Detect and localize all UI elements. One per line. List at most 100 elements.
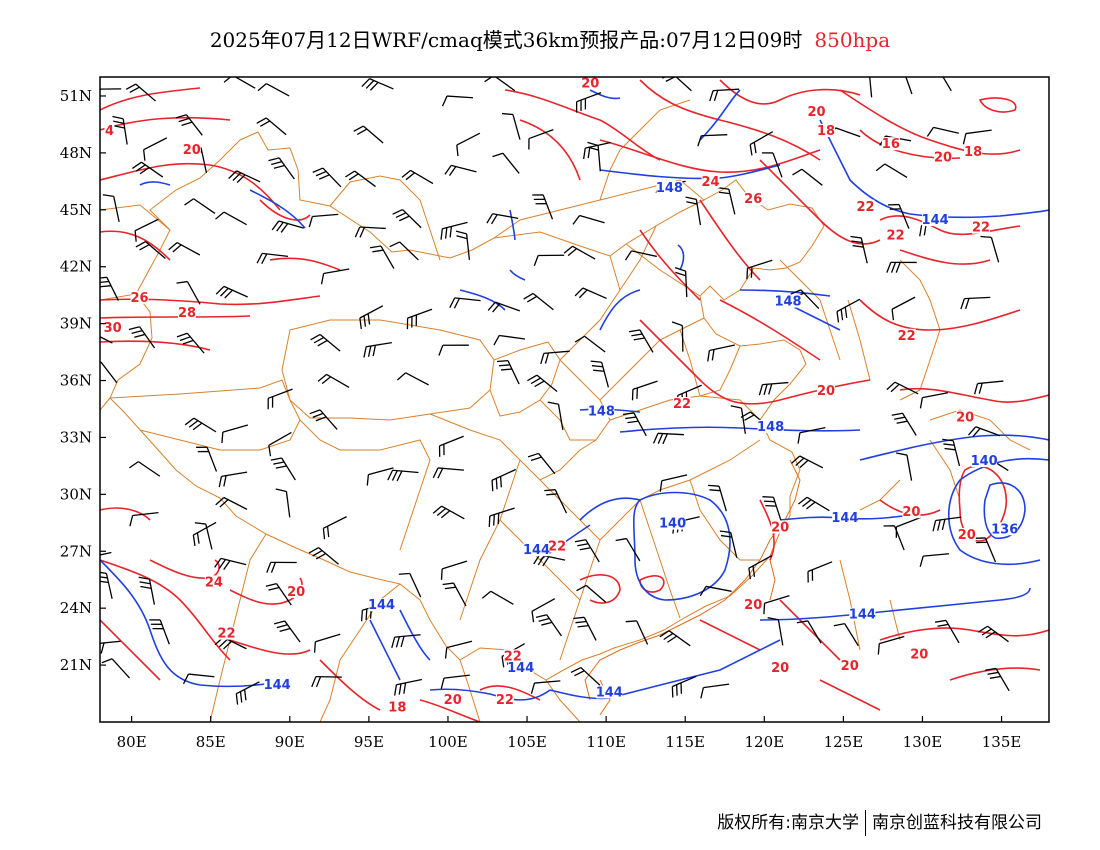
wind-barb (257, 83, 290, 97)
wind-barb (659, 630, 691, 647)
wind-barb (310, 333, 341, 352)
wind-barb (934, 619, 960, 644)
contour-label-bg (177, 306, 196, 320)
wind-barb (134, 218, 159, 242)
wind-barb (102, 194, 120, 222)
wind-barb (896, 452, 913, 481)
wind-barb (196, 446, 218, 472)
wind-barb (501, 112, 521, 140)
contour-label: 22 (856, 200, 874, 215)
wind-barb (932, 516, 962, 532)
contour-label: 144 (849, 608, 876, 623)
wind-barb (309, 409, 338, 430)
y-tick-label: 51N (60, 87, 92, 105)
wind-barb (131, 161, 164, 178)
wind-barb (135, 241, 166, 259)
wind-barb (730, 405, 746, 434)
x-tick-label: 90E (275, 733, 305, 751)
wind-barb (100, 361, 118, 384)
wind-barb (973, 380, 1004, 395)
wind-barb (572, 214, 605, 225)
wind-barb (590, 360, 610, 388)
wind-barb (369, 245, 395, 269)
wind-barb (493, 334, 526, 346)
contour-label-bg (204, 575, 223, 589)
contour-label-bg (856, 199, 875, 213)
wind-barb (527, 452, 556, 475)
wind-barb (492, 152, 520, 174)
wind-barb (883, 525, 905, 551)
wind-barb (100, 640, 121, 654)
wind-barb (366, 467, 394, 486)
wind-barb (533, 254, 565, 267)
wind-barb (540, 350, 570, 365)
wind-barb (523, 292, 554, 311)
footer-separator (865, 810, 866, 836)
contour-label-bg (849, 607, 876, 621)
wind-barb (317, 373, 350, 389)
wind-barb (256, 117, 287, 136)
contour-label: 136 (991, 522, 1018, 537)
contour-label-bg (264, 677, 291, 691)
wind-barb (444, 164, 477, 176)
wind-barb (797, 427, 826, 444)
contour-label-bg (744, 192, 763, 206)
wind-barb (544, 489, 568, 514)
wind-barb (748, 555, 773, 580)
y-tick-label: 24N (60, 599, 92, 617)
wind-barb (980, 235, 1000, 263)
y-tick-label: 39N (60, 315, 92, 333)
wind-barb (659, 474, 688, 492)
wind-barb (532, 194, 554, 220)
wind-barb (985, 667, 1010, 692)
contour-label: 144 (831, 511, 858, 526)
title-main: 2025年07月12日WRF/cmaq模式36km预报产品:07月12日09时 (209, 28, 803, 52)
wind-barb (574, 335, 606, 353)
wind-barb (496, 359, 520, 385)
contour-label-bg (182, 142, 201, 156)
wind-barb (353, 125, 384, 144)
wind-barbs (100, 77, 1010, 705)
contour-label-bg (964, 144, 983, 158)
contour-label: 20 (807, 105, 825, 120)
wind-barb (926, 126, 959, 137)
contour-label: 144 (922, 213, 949, 228)
wind-barb (100, 336, 113, 344)
wind-barb (308, 213, 339, 228)
contour-label: 20 (771, 661, 789, 676)
contour-label: 20 (910, 648, 928, 663)
wind-barb (176, 280, 201, 305)
wind-barb (685, 196, 702, 226)
wind-barb (484, 77, 516, 92)
wind-barb (440, 674, 470, 689)
wind-barb (575, 91, 602, 113)
wind-barb (836, 298, 861, 323)
wind-barb (488, 507, 515, 528)
province-borders (109, 225, 761, 661)
contour-label-bg (881, 137, 900, 151)
wind-barb (125, 83, 156, 102)
contour-label-bg (957, 527, 976, 541)
contour-label: 18 (817, 124, 835, 139)
y-tick-label: 21N (60, 656, 92, 674)
wind-barb (398, 572, 422, 598)
wind-barb (266, 561, 297, 573)
wind-barb (792, 168, 823, 186)
contour-label-bg (971, 454, 998, 467)
wind-barb (194, 522, 213, 550)
contour-label: 18 (388, 701, 406, 716)
footer-company: 南京创蓝科技有限公司 (872, 813, 1042, 833)
wind-barb (138, 576, 156, 605)
y-tick-label: 45N (60, 201, 92, 219)
wind-barb (128, 461, 161, 477)
wind-barb (228, 170, 261, 183)
contour-label: 140 (659, 517, 686, 532)
wind-barb (149, 619, 170, 645)
wind-barb (761, 152, 783, 178)
contour-label-bg (130, 290, 149, 304)
contour-label-bg (744, 598, 763, 612)
wind-barb (270, 457, 296, 481)
wind-barb (767, 617, 784, 646)
x-tick-label: 80E (117, 733, 147, 751)
